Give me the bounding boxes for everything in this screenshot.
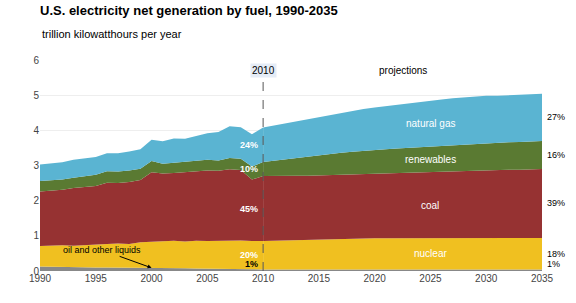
svg-text:1990: 1990 bbox=[29, 273, 52, 284]
svg-text:2010: 2010 bbox=[252, 273, 275, 284]
svg-text:2010: 2010 bbox=[252, 65, 275, 76]
svg-text:5: 5 bbox=[33, 90, 39, 101]
svg-text:2000: 2000 bbox=[140, 273, 163, 284]
svg-text:1%: 1% bbox=[245, 259, 258, 269]
svg-text:1: 1 bbox=[33, 230, 39, 241]
svg-text:1%: 1% bbox=[547, 259, 560, 269]
svg-text:27%: 27% bbox=[547, 112, 565, 122]
svg-text:4: 4 bbox=[33, 125, 39, 136]
svg-text:2020: 2020 bbox=[364, 273, 387, 284]
svg-text:oil and other liquids: oil and other liquids bbox=[63, 245, 141, 255]
svg-text:2025: 2025 bbox=[419, 273, 442, 284]
svg-text:10%: 10% bbox=[240, 164, 258, 174]
svg-text:1995: 1995 bbox=[85, 273, 108, 284]
svg-text:2030: 2030 bbox=[475, 273, 498, 284]
svg-text:45%: 45% bbox=[240, 204, 258, 214]
svg-text:24%: 24% bbox=[240, 140, 258, 150]
svg-text:16%: 16% bbox=[547, 150, 565, 160]
svg-text:6: 6 bbox=[33, 55, 39, 66]
svg-text:2: 2 bbox=[33, 195, 39, 206]
svg-text:3: 3 bbox=[33, 160, 39, 171]
svg-text:18%: 18% bbox=[547, 249, 565, 259]
svg-text:2015: 2015 bbox=[308, 273, 331, 284]
svg-text:2005: 2005 bbox=[196, 273, 219, 284]
svg-text:natural gas: natural gas bbox=[406, 118, 455, 129]
svg-text:2035: 2035 bbox=[531, 273, 554, 284]
svg-text:0: 0 bbox=[33, 266, 39, 277]
svg-text:20%: 20% bbox=[240, 250, 258, 260]
svg-text:renewables: renewables bbox=[405, 154, 456, 165]
svg-text:coal: coal bbox=[421, 200, 439, 211]
svg-text:trillion kilowatthours per yea: trillion kilowatthours per year bbox=[42, 28, 182, 40]
svg-text:nuclear: nuclear bbox=[414, 248, 447, 259]
svg-text:U.S. electricity net generatio: U.S. electricity net generation by fuel,… bbox=[40, 3, 338, 18]
svg-text:39%: 39% bbox=[547, 198, 565, 208]
svg-text:projections: projections bbox=[379, 65, 427, 76]
